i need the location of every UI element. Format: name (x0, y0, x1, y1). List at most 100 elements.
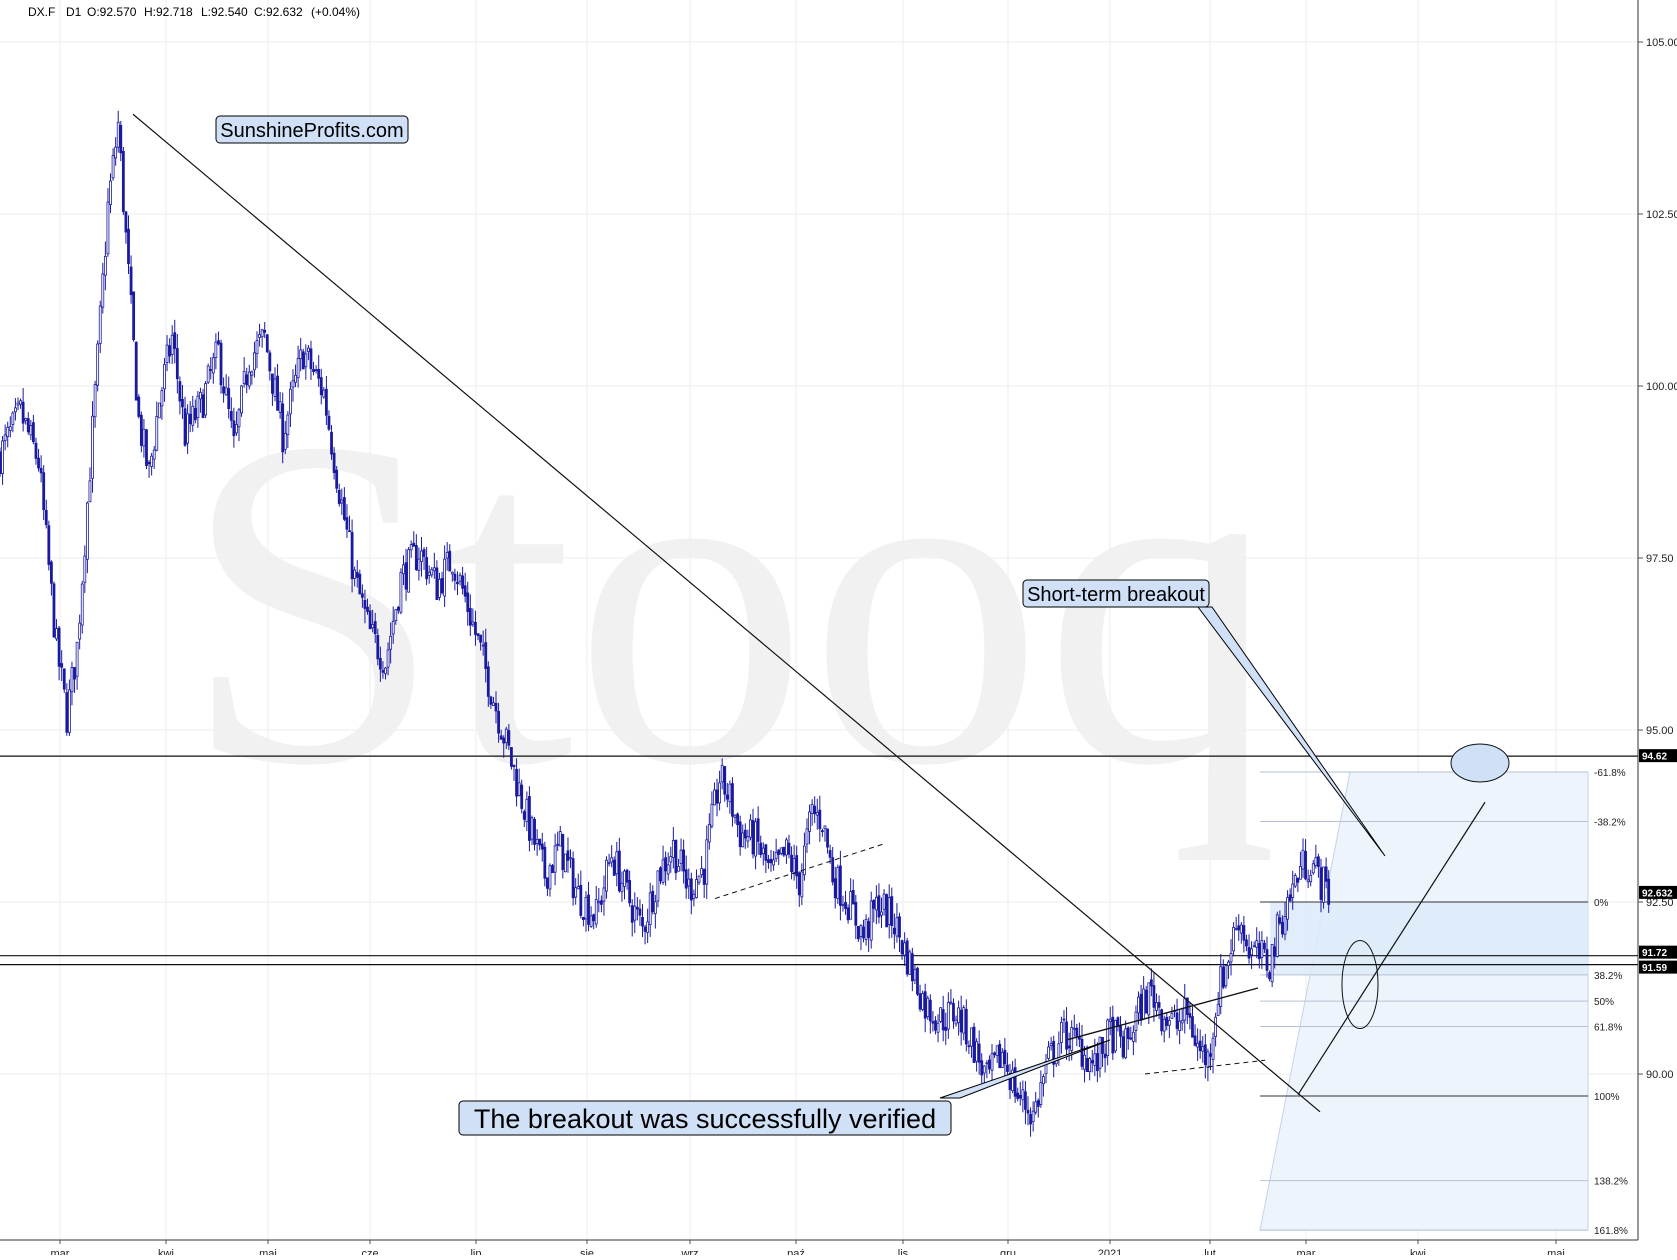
candle-body (232, 420, 236, 437)
candle-body (890, 896, 894, 926)
candle-body (512, 764, 516, 768)
candle-body (1021, 1089, 1025, 1101)
candle-body (42, 472, 46, 511)
callout-sunshineprofits-text: SunshineProfits.com (220, 120, 403, 142)
candle-body (1203, 1044, 1207, 1065)
candle-body (553, 845, 557, 873)
candle-body (1270, 944, 1274, 983)
candle-body (111, 155, 115, 179)
fib-zone-highlight (1270, 902, 1588, 975)
candle-body (458, 574, 462, 582)
candle-body (443, 558, 447, 597)
candle-body (1008, 1073, 1012, 1090)
candle-body (402, 564, 405, 575)
header-symbol: DX.F (28, 5, 55, 19)
candle-body (211, 357, 215, 374)
candle-body (165, 344, 169, 363)
candle-body (309, 348, 313, 370)
horizontal-levels (0, 755, 1638, 966)
candle-body (109, 180, 112, 206)
candle-body (448, 550, 452, 572)
candle-body (838, 865, 842, 906)
candle-body (55, 628, 58, 640)
candle-body (756, 818, 760, 842)
candle-body (1062, 1018, 1066, 1021)
candle-body (1, 440, 4, 474)
candle-body (1257, 943, 1261, 960)
candle-body (854, 901, 858, 926)
candle-body (373, 621, 377, 635)
candle-body (1111, 1016, 1115, 1054)
candles (0, 110, 1331, 1137)
fib-level-label: 100% (1594, 1092, 1620, 1103)
candle-body (414, 545, 418, 571)
candle-body (977, 1043, 981, 1063)
candle-body (322, 389, 326, 398)
candle-body (88, 480, 92, 503)
candle-body (312, 369, 315, 372)
candle-body (175, 348, 179, 380)
candle-body (83, 555, 87, 583)
candle-body (620, 882, 624, 893)
candle-body (540, 843, 544, 850)
candle-body (1247, 947, 1251, 959)
candle-body (229, 410, 233, 421)
y-tick-label: 97.50 (1646, 553, 1674, 565)
candle-body (188, 413, 192, 425)
candle-body (1119, 1025, 1122, 1037)
candle-body (689, 878, 693, 901)
candle-body (761, 847, 765, 855)
candle-body (751, 820, 755, 855)
candle-body (332, 452, 336, 473)
candle-body (368, 610, 372, 630)
candle-body (684, 869, 688, 889)
candle-body (317, 368, 321, 379)
consolidation-ellipse (1341, 940, 1379, 1030)
header-low: L:92.540 (201, 5, 248, 19)
candle-body (846, 907, 850, 921)
candle-body (764, 844, 768, 861)
candle-body (792, 858, 796, 875)
candle-body (535, 838, 539, 844)
candle-body (409, 544, 413, 551)
candle-body (278, 401, 282, 413)
candle-body (777, 849, 781, 855)
candle-body (1224, 965, 1228, 987)
candle-body (510, 747, 513, 767)
candle-body (803, 845, 806, 876)
candle-body (1126, 1027, 1130, 1040)
candle-body (1170, 1012, 1174, 1019)
candle-body (16, 402, 20, 406)
candle-body (350, 532, 354, 580)
header-open: O:92.570 (87, 5, 137, 19)
candle-body (456, 581, 459, 585)
candle-body (73, 667, 76, 680)
candle-body (432, 567, 436, 572)
x-tick-label: kwi (158, 1248, 174, 1255)
candle-body (749, 819, 752, 838)
candle-body (481, 644, 485, 647)
candle-body (656, 870, 660, 902)
candle-body (170, 334, 174, 355)
candle-body (160, 390, 164, 407)
candle-body (844, 902, 847, 909)
candle-body (1113, 1019, 1117, 1052)
candle-body (823, 825, 827, 830)
candle-body (1103, 1053, 1107, 1059)
candle-body (720, 764, 724, 783)
candle-body (736, 813, 739, 826)
candle-body (116, 121, 120, 148)
candle-body (376, 634, 380, 660)
candle-body (1296, 877, 1300, 883)
candle-body (286, 414, 290, 436)
candle-body (571, 858, 575, 899)
candle-body (304, 353, 308, 368)
candle-body (137, 396, 141, 417)
candle-body (371, 624, 375, 629)
candle-body (486, 666, 490, 697)
candle-body (152, 449, 156, 460)
candle-body (741, 832, 745, 848)
price-tag (1639, 945, 1677, 959)
candle-body (222, 386, 225, 394)
